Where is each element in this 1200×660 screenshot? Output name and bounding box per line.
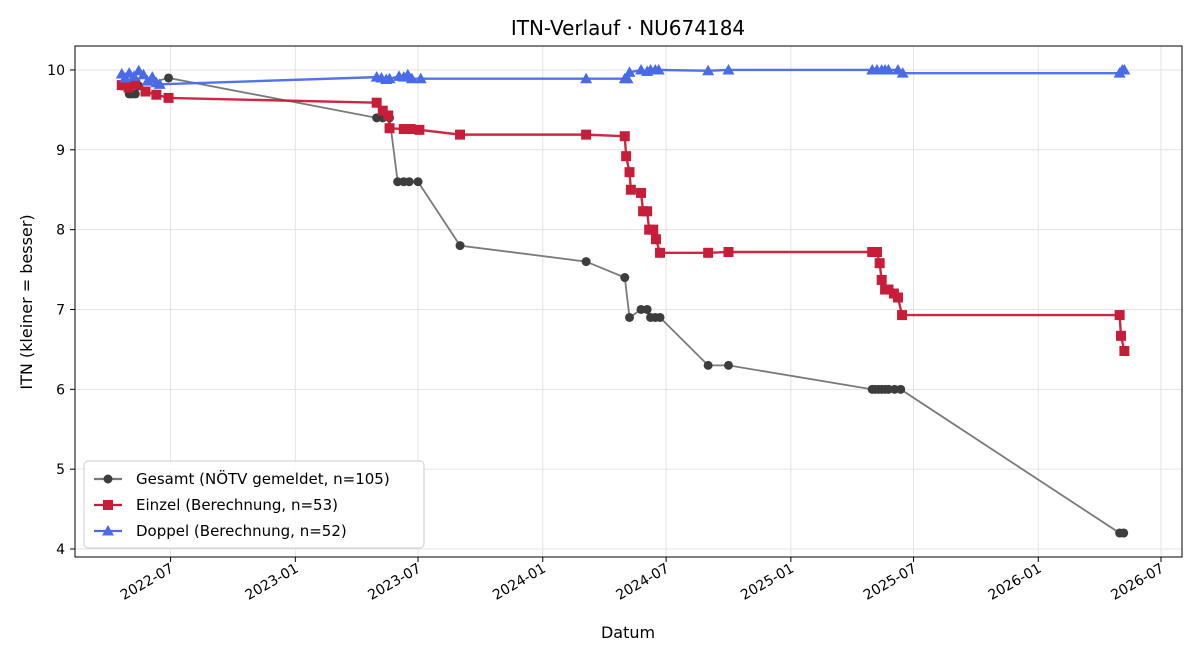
data-point bbox=[384, 123, 395, 134]
data-point bbox=[153, 78, 166, 89]
data-point bbox=[413, 177, 423, 187]
data-point bbox=[581, 129, 592, 140]
data-point bbox=[871, 246, 882, 257]
data-point bbox=[137, 68, 150, 80]
x-tick-label: 2026-01 bbox=[986, 561, 1045, 604]
data-point bbox=[652, 63, 665, 75]
data-point bbox=[127, 70, 140, 81]
data-point bbox=[722, 63, 735, 75]
data-point bbox=[414, 72, 427, 84]
y-tick-label: 6 bbox=[56, 382, 65, 398]
data-point bbox=[1114, 310, 1125, 321]
series-1 bbox=[116, 79, 1130, 357]
data-point bbox=[723, 360, 733, 370]
data-point bbox=[405, 124, 416, 135]
y-tick-label: 7 bbox=[56, 302, 65, 318]
series-2 bbox=[115, 63, 1131, 89]
y-tick-label: 4 bbox=[56, 542, 65, 558]
data-point bbox=[123, 82, 134, 93]
data-point bbox=[892, 292, 903, 303]
x-tick-label: 2024-01 bbox=[490, 561, 549, 604]
data-point bbox=[897, 310, 908, 321]
data-point bbox=[371, 97, 382, 108]
x-tick-label: 2023-01 bbox=[243, 561, 302, 604]
data-point bbox=[383, 72, 396, 84]
data-point bbox=[455, 241, 465, 251]
data-point bbox=[703, 247, 714, 258]
data-point bbox=[655, 312, 665, 322]
data-point bbox=[621, 72, 634, 84]
x-tick-label: 2025-01 bbox=[738, 561, 797, 604]
data-point bbox=[1119, 346, 1130, 357]
data-point bbox=[404, 177, 414, 187]
grid bbox=[75, 46, 1182, 557]
series-layer bbox=[115, 63, 1131, 538]
data-point bbox=[702, 64, 715, 76]
chart-title: ITN-Verlauf · NU674184 bbox=[511, 16, 745, 40]
plot-frame bbox=[74, 45, 1183, 558]
data-point bbox=[580, 72, 593, 84]
data-point bbox=[1115, 330, 1126, 341]
legend-label: Doppel (Berechnung, n=52) bbox=[136, 522, 347, 540]
y-tick-label: 5 bbox=[56, 462, 65, 478]
x-tick-label: 2024-07 bbox=[613, 561, 672, 604]
data-point bbox=[648, 224, 659, 235]
data-point bbox=[405, 72, 418, 84]
legend-marker bbox=[103, 474, 113, 484]
x-tick-label: 2022-07 bbox=[118, 561, 177, 604]
data-point bbox=[883, 284, 894, 295]
y-tick-label: 9 bbox=[56, 143, 65, 159]
data-point bbox=[703, 360, 713, 370]
data-point bbox=[642, 304, 652, 314]
data-point bbox=[1118, 63, 1131, 75]
data-point bbox=[623, 66, 636, 77]
x-tick-label: 2026-07 bbox=[1108, 561, 1167, 604]
data-point bbox=[140, 86, 151, 97]
legend-box bbox=[83, 460, 425, 549]
data-point bbox=[414, 124, 425, 135]
data-point bbox=[163, 92, 174, 103]
data-point bbox=[581, 257, 591, 267]
data-point bbox=[383, 110, 394, 121]
data-point bbox=[619, 131, 630, 142]
data-point bbox=[621, 151, 632, 162]
data-point bbox=[151, 89, 162, 100]
data-point bbox=[650, 234, 661, 245]
data-point bbox=[1119, 528, 1129, 538]
data-point bbox=[625, 312, 635, 322]
data-point bbox=[624, 167, 635, 178]
data-point bbox=[896, 384, 906, 394]
x-tick-label: 2023-07 bbox=[365, 561, 424, 604]
data-point bbox=[130, 79, 141, 90]
data-point bbox=[723, 246, 734, 257]
data-point bbox=[377, 105, 388, 116]
data-point bbox=[642, 206, 653, 217]
legend: Gesamt (NÖTV gemeldet, n=105) Einzel (Ber… bbox=[83, 460, 425, 549]
y-axis-label: ITN (kleiner = besser) bbox=[17, 214, 36, 389]
data-point bbox=[625, 184, 636, 195]
y-tick-label: 10 bbox=[47, 63, 65, 79]
data-point bbox=[636, 187, 647, 198]
data-point bbox=[116, 80, 127, 91]
series-line bbox=[121, 82, 1126, 352]
legend-marker bbox=[102, 525, 114, 536]
data-point bbox=[164, 73, 174, 83]
data-point bbox=[896, 67, 909, 78]
y-tick-label: 8 bbox=[56, 223, 65, 239]
x-tick-label: 2025-07 bbox=[861, 561, 920, 604]
x-axis-label: Datum bbox=[601, 623, 655, 642]
data-point bbox=[874, 258, 885, 269]
legend-label: Einzel (Berechnung, n=53) bbox=[136, 496, 338, 514]
data-point bbox=[398, 124, 409, 135]
legend-marker bbox=[103, 500, 113, 510]
data-point bbox=[455, 129, 466, 140]
data-point bbox=[620, 273, 630, 283]
legend-label: Gesamt (NÖTV gemeldet, n=105) bbox=[136, 469, 390, 488]
data-point bbox=[882, 63, 895, 75]
data-point bbox=[876, 274, 887, 285]
data-point bbox=[655, 247, 666, 258]
